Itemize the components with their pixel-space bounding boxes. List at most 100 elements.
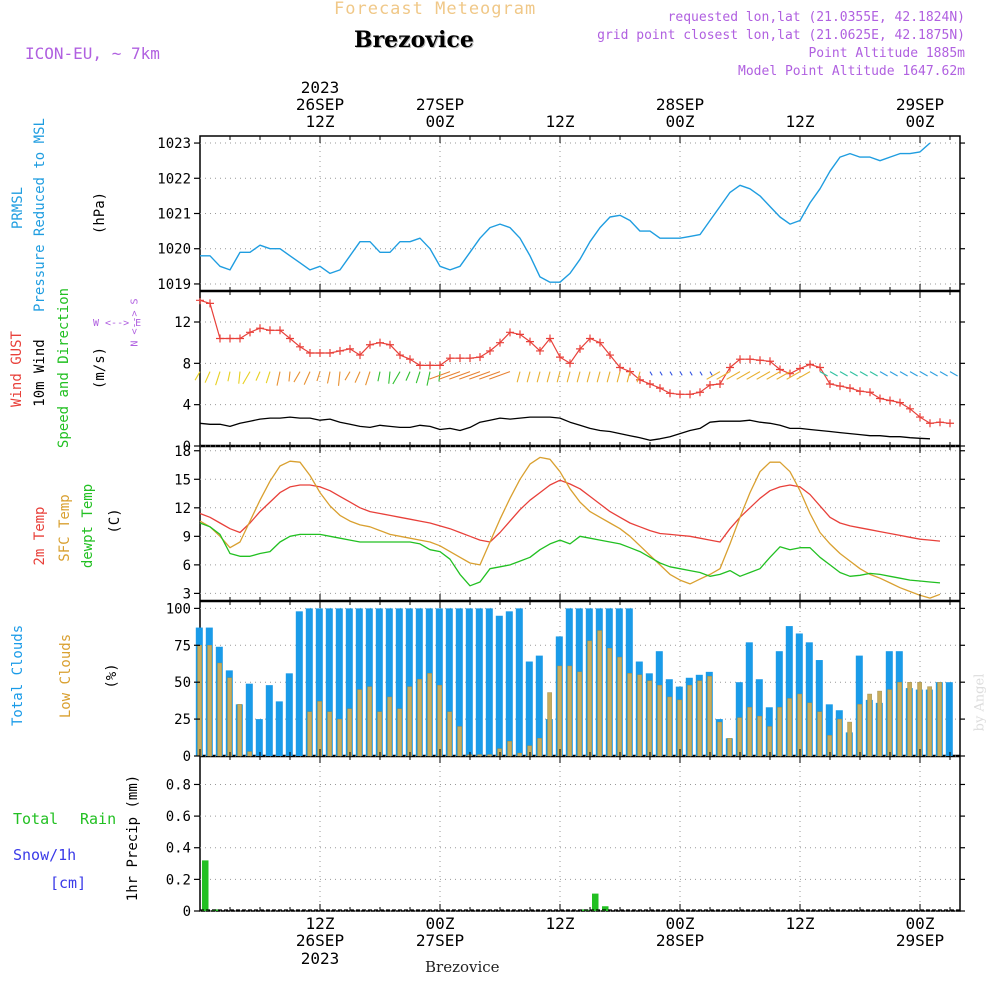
- wind-direction-arrow: [659, 371, 663, 376]
- low-cloud-bar: [577, 671, 582, 757]
- bottom-axis-date: 28SEP: [656, 931, 704, 950]
- total-rain-label: Total: [13, 810, 59, 828]
- total-cloud-bar: [405, 608, 413, 756]
- low-cloud-bar: [617, 656, 622, 757]
- wind-direction-arrow: [576, 371, 581, 383]
- wind-direction-arrow: [649, 371, 653, 376]
- wind-direction-arrow: [415, 371, 421, 384]
- bottom-axis-hour: 00Z: [906, 914, 935, 933]
- total-cloud-bar: [465, 608, 473, 756]
- y-tick-label: 9: [183, 529, 191, 545]
- wind-direction-arrow: [288, 371, 291, 382]
- top-axis-hour: 12Z: [306, 112, 335, 131]
- low-cloud-bar: [777, 707, 782, 757]
- low-cloud-bar: [357, 689, 362, 757]
- gust-marker: [746, 355, 754, 364]
- wind-direction-arrow: [626, 371, 631, 383]
- wind-direction-arrow: [479, 371, 501, 380]
- gust-marker: [266, 326, 274, 335]
- low-cloud-bar: [587, 640, 592, 757]
- gust-marker: [556, 353, 564, 362]
- low-cloud-bar: [607, 648, 612, 757]
- wind-direction-arrow: [388, 371, 391, 384]
- top-axis-date: 29SEP: [896, 95, 944, 114]
- gust-marker: [496, 338, 504, 347]
- gust-marker: [916, 413, 924, 422]
- wind-direction-arrow: [939, 371, 948, 377]
- total-cloud-bar: [485, 608, 493, 756]
- wind-direction-arrow: [919, 371, 928, 377]
- gust-marker: [676, 390, 684, 399]
- bottom-axis-hour: 12Z: [786, 914, 815, 933]
- wind-direction-arrow: [616, 371, 621, 383]
- low-cloud-bar: [367, 686, 372, 757]
- total-cloud-bar: [455, 608, 463, 756]
- low-cloud-bar: [437, 684, 442, 757]
- compass-we-label: W <--> E: [93, 318, 142, 329]
- bottom-axis-hour: 12Z: [306, 914, 335, 933]
- wind-direction-arrow: [689, 371, 693, 376]
- total-cloud-bar: [295, 611, 303, 756]
- y-tick-label: 4: [183, 398, 191, 414]
- wind-direction-arrow: [293, 371, 301, 383]
- gust-marker: [206, 299, 214, 308]
- gust-marker: [316, 349, 324, 357]
- y-tick-label: 1022: [157, 171, 191, 187]
- wind-direction-arrow: [766, 371, 781, 380]
- low-cloud-bar: [517, 752, 522, 757]
- gust-marker: [286, 334, 294, 343]
- gust-marker: [406, 355, 414, 364]
- total-cloud-bar: [495, 615, 503, 756]
- wind-direction-arrow: [516, 371, 521, 383]
- total-cloud-bar: [375, 608, 383, 756]
- wind-speed-line: [199, 416, 931, 441]
- total-cloud-bar: [255, 719, 263, 756]
- total-cloud-bar: [815, 660, 823, 756]
- gust-marker: [416, 361, 424, 370]
- low-cloud-bar: [447, 711, 452, 757]
- top-axis-hour: 00Z: [666, 112, 695, 131]
- gust-marker: [466, 354, 474, 363]
- low-cloud-bar: [207, 645, 212, 757]
- low-cloud-bar: [857, 704, 862, 757]
- wind-direction-arrow: [242, 371, 251, 385]
- gust-marker: [236, 334, 244, 343]
- wind-direction-arrow: [556, 371, 561, 383]
- wind-direction-arrow: [276, 371, 281, 386]
- footer-location: Brezovice: [425, 958, 500, 976]
- y-tick-label: 15: [174, 472, 191, 488]
- low-cloud-bar: [637, 674, 642, 757]
- y-tick-label: 18: [174, 444, 191, 460]
- total-cloud-bar: [785, 626, 793, 756]
- total-cloud-bar: [365, 608, 373, 756]
- wind-direction-arrow: [949, 371, 958, 377]
- gust-marker: [856, 387, 864, 396]
- y-tick-label: 50: [174, 675, 191, 691]
- gust-marker: [836, 382, 844, 391]
- wind-direction-arrow: [438, 371, 441, 382]
- gust-marker: [536, 346, 544, 355]
- gust-marker: [866, 388, 874, 397]
- gust-marker: [826, 380, 834, 388]
- gust-marker: [616, 363, 624, 372]
- top-axis-date: 26SEP: [296, 95, 344, 114]
- wind-direction-arrow: [344, 371, 351, 381]
- gust-marker: [816, 363, 824, 372]
- wind-direction-arrow: [377, 371, 381, 382]
- low-cloud-bar: [867, 693, 872, 757]
- low-cloud-bar: [567, 665, 572, 757]
- y-tick-label: 1019: [157, 277, 191, 293]
- low-cloud-bar: [727, 738, 732, 757]
- low-cloud-bar: [927, 686, 932, 757]
- y-tick-label: 0.2: [166, 872, 191, 888]
- wind-direction-arrow: [326, 371, 331, 384]
- product-title: Forecast Meteogram: [334, 0, 537, 19]
- low-cloud-bar: [687, 684, 692, 757]
- low-cloud-bar: [817, 711, 822, 757]
- wind-direction-arrow: [238, 371, 241, 384]
- y-tick-label: 0.8: [166, 777, 191, 793]
- wind-direction-arrow: [669, 371, 673, 376]
- low-cloud-bar: [897, 681, 902, 757]
- top-axis-date: 27SEP: [416, 95, 464, 114]
